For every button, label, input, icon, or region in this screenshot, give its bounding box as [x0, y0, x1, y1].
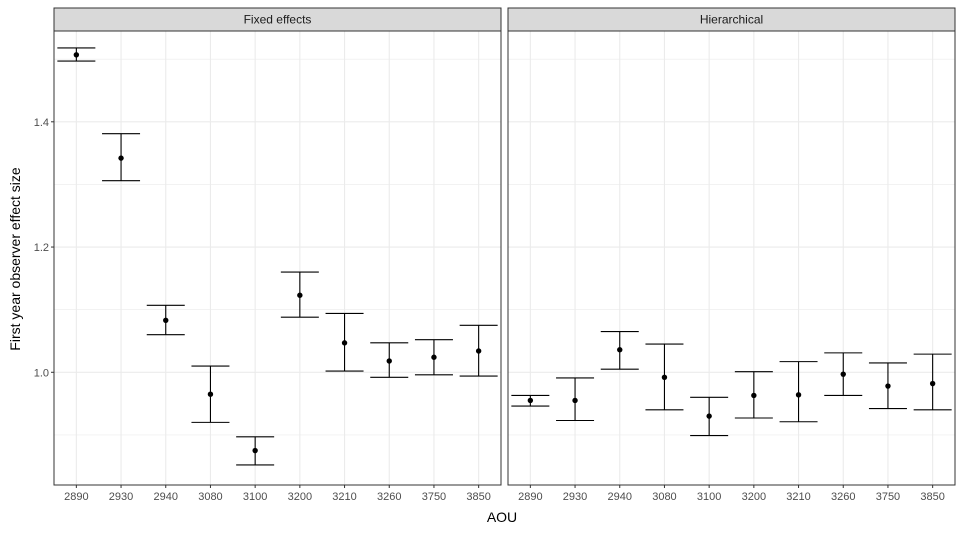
strip-label: Hierarchical	[700, 13, 763, 27]
point-3210	[795, 392, 802, 398]
point-3100	[252, 447, 258, 454]
x-tick-label: 3850	[466, 491, 490, 503]
point-3100	[706, 413, 712, 419]
errorbar-3100	[690, 396, 729, 437]
point-3850	[929, 380, 936, 387]
errorbar-3200	[280, 271, 319, 318]
y-tick-label: 1.0	[34, 367, 49, 379]
errorbar-2890	[57, 47, 96, 62]
errorbar-3100	[236, 436, 275, 466]
point-3080	[207, 391, 214, 397]
x-tick-label: 3100	[243, 491, 267, 503]
errorbar-2890	[511, 394, 550, 407]
x-tick-label: 3100	[697, 491, 721, 503]
errorbar-3210	[325, 312, 364, 372]
errorbar-3080	[645, 343, 684, 411]
errorbar-2940	[600, 331, 639, 370]
point-2940	[163, 317, 169, 324]
errorbar-3260	[370, 342, 409, 378]
panel-background	[508, 31, 955, 485]
y-tick-label: 1.2	[34, 242, 49, 254]
errorbar-3850	[459, 324, 498, 377]
panel-hierarchical: Hierarchical 2890 2930 2940 3080 3100 3200 3210…	[507, 7, 956, 503]
errorbar-2940	[146, 304, 185, 336]
point-3750	[431, 354, 437, 360]
errorbar-2930	[556, 377, 595, 422]
strip-label: Fixed effects	[244, 13, 312, 27]
strip-fixed-effects	[53, 7, 502, 32]
point-3080	[661, 374, 668, 380]
point-2940	[617, 347, 623, 353]
x-axis-title: AOU	[487, 509, 517, 525]
x-tick-label: 2940	[608, 491, 632, 503]
point-3750	[885, 383, 891, 389]
errorbar-2930	[102, 133, 141, 182]
strip-hierarchical	[507, 7, 956, 32]
panel-fixed-effects: Fixed effects 2890 2930 2940 3080 3100 3200 321…	[53, 7, 502, 503]
x-tick-label: 3080	[198, 491, 222, 503]
point-2890	[73, 52, 80, 58]
point-2930	[572, 397, 578, 404]
point-3200	[297, 292, 303, 298]
x-tick-label: 3210	[786, 491, 810, 503]
x-tick-label: 2930	[563, 491, 587, 503]
point-2890	[527, 397, 534, 404]
errorbar-3750	[414, 339, 453, 376]
panel-background	[54, 31, 501, 485]
x-tick-label: 3750	[876, 491, 900, 503]
x-tick-label: 3080	[652, 491, 676, 503]
point-3260	[386, 358, 392, 364]
errorbar-3200	[734, 371, 773, 419]
x-tick-label: 2930	[109, 491, 133, 503]
point-2930	[118, 155, 124, 161]
x-tick-label: 3260	[377, 491, 401, 503]
errorbar-3750	[868, 362, 907, 410]
x-tick-label: 3200	[288, 491, 312, 503]
point-3200	[751, 392, 757, 399]
point-3260	[840, 371, 846, 377]
errorbar-3260	[824, 352, 863, 397]
y-tick-label: 1.4	[34, 117, 49, 129]
errorbar-3850	[913, 353, 952, 411]
errorbar-3210	[779, 361, 818, 423]
x-tick-label: 3260	[831, 491, 855, 503]
x-tick-label: 2890	[518, 491, 542, 503]
errorbar-3080	[191, 365, 230, 423]
point-3850	[475, 348, 482, 354]
y-axis-title: First year observer effect size	[7, 167, 23, 351]
x-tick-label: 3750	[422, 491, 446, 503]
point-3210	[341, 340, 348, 346]
x-tick-label: 3200	[742, 491, 766, 503]
x-tick-label: 2890	[64, 491, 88, 503]
x-tick-label: 3210	[332, 491, 356, 503]
x-tick-label: 3850	[920, 491, 944, 503]
x-tick-label: 2940	[154, 491, 178, 503]
